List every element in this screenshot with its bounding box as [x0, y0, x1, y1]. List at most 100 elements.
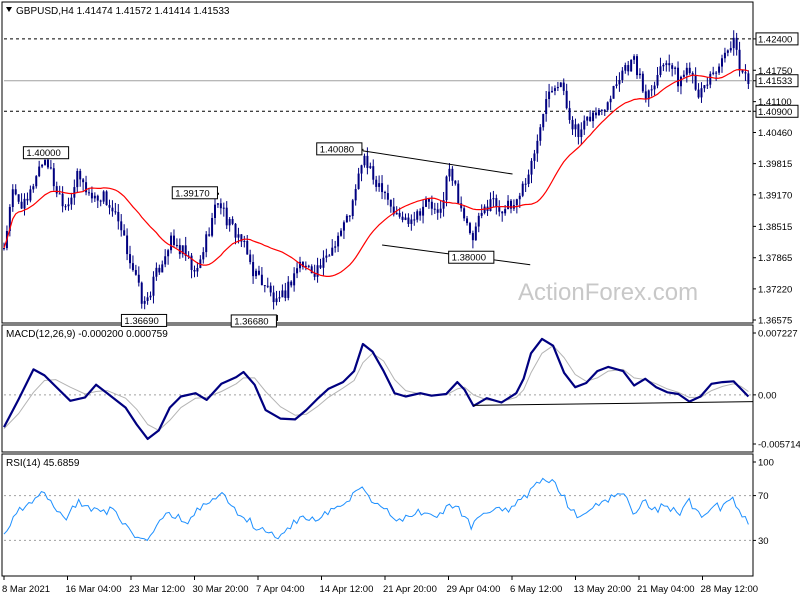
price-candle: [568, 100, 571, 124]
candle-body: [211, 218, 214, 236]
candle-body: [489, 199, 492, 211]
price-candle: [46, 157, 49, 170]
price-candle: [375, 175, 378, 192]
price-ytick-label: 1.39815: [758, 159, 792, 170]
candle-body: [410, 219, 413, 224]
price-candle: [293, 267, 296, 292]
price-pane-frame: [1, 1, 754, 324]
price-candle: [677, 61, 680, 92]
swing-label-2-box: [120, 313, 168, 327]
candle-body: [492, 198, 495, 200]
x-tick-label: 28 May 12:00: [701, 584, 759, 595]
rsi-ytick-label: 70: [758, 491, 769, 502]
candle-body: [296, 268, 299, 274]
price-candle: [378, 175, 381, 192]
price-candle: [747, 70, 750, 90]
swing-label-2: 1.36690: [124, 316, 158, 327]
candle-body: [216, 203, 219, 205]
candle-body: [354, 189, 357, 201]
macd-trendline: [473, 401, 754, 406]
price-level-box: [755, 32, 799, 46]
candle-body: [225, 207, 228, 226]
candle-body: [677, 67, 680, 87]
candle-body: [23, 198, 26, 209]
candle-body: [747, 73, 750, 84]
candle-body: [325, 255, 328, 258]
price-candle: [703, 85, 706, 93]
price-ytick-label: 1.41750: [758, 66, 792, 77]
price-candle: [726, 49, 729, 57]
price-candle: [82, 178, 85, 191]
price-candle: [422, 199, 425, 224]
price-candle: [170, 232, 173, 254]
candle-body: [597, 110, 600, 116]
price-candle: [659, 57, 662, 78]
candle-body: [433, 208, 436, 210]
price-candle: [407, 213, 410, 227]
price-candle: [216, 203, 219, 208]
price-ytick-label: 1.37220: [758, 284, 792, 295]
price-candle: [129, 245, 132, 269]
price-candle: [272, 285, 275, 310]
candle-body: [243, 240, 246, 242]
candle-body: [682, 74, 685, 77]
candle-body: [515, 199, 518, 206]
candle-body: [653, 85, 656, 90]
price-ytick-label: 1.41533: [758, 76, 792, 87]
candle-body: [533, 153, 536, 161]
price-candle: [193, 265, 196, 278]
price-candle: [208, 227, 211, 237]
price-candle: [606, 101, 609, 112]
price-candle: [35, 175, 38, 189]
price-candle: [345, 214, 348, 223]
candle-body: [290, 281, 293, 286]
candle-body: [671, 65, 674, 69]
price-candle: [674, 66, 677, 75]
price-candle: [275, 290, 278, 306]
candle-body: [79, 170, 82, 180]
candle-body: [49, 167, 52, 169]
candle-body: [11, 189, 14, 208]
candle-body: [155, 267, 158, 277]
price-candle: [468, 221, 471, 235]
price-ytick-label: 1.37865: [758, 253, 792, 264]
price-candle: [410, 214, 413, 231]
price-candle: [85, 175, 88, 196]
candle-body: [691, 73, 694, 76]
price-candle: [58, 185, 61, 195]
price-candle: [219, 198, 222, 215]
candle-body: [99, 200, 102, 202]
candle-body: [61, 193, 64, 207]
price-candle: [463, 205, 466, 222]
candle-body: [38, 166, 41, 177]
candle-body: [474, 226, 477, 241]
price-candle: [296, 262, 299, 279]
price-candle: [636, 54, 639, 79]
candle-body: [17, 194, 20, 202]
price-candle: [298, 256, 301, 273]
candle-body: [202, 252, 205, 260]
candle-body: [744, 72, 747, 74]
price-candle: [536, 134, 539, 162]
candle-body: [703, 85, 706, 89]
candle-body: [120, 221, 123, 231]
candle-body: [606, 102, 609, 110]
candle-body: [650, 89, 653, 91]
price-candle: [290, 280, 293, 288]
price-candle: [530, 158, 533, 184]
price-candle: [404, 213, 407, 221]
price-candle: [152, 271, 155, 304]
candle-body: [310, 266, 313, 274]
x-tick-label: 16 Mar 04:00: [66, 584, 122, 595]
price-candle: [718, 63, 721, 75]
rsi-pane-title: RSI(14) 45.6859: [6, 458, 80, 469]
price-candle: [202, 247, 205, 264]
candle-body: [90, 192, 93, 199]
price-candle: [190, 253, 193, 279]
candle-body: [700, 88, 703, 98]
candle-body: [451, 168, 454, 181]
candle-body: [427, 198, 430, 202]
price-candle: [735, 32, 738, 56]
candle-body: [87, 192, 90, 194]
price-candle: [553, 85, 556, 96]
